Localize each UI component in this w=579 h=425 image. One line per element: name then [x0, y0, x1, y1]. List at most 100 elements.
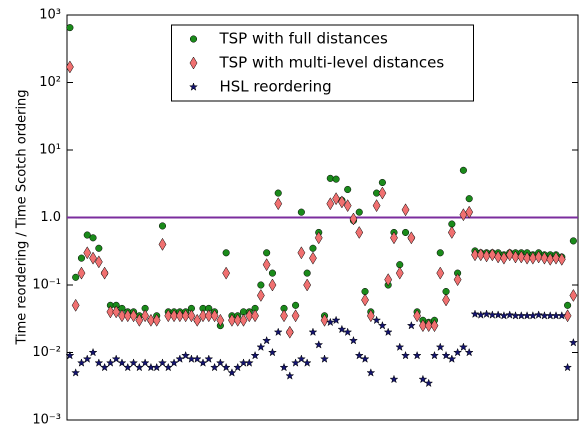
point: [228, 313, 236, 327]
point: [216, 313, 225, 327]
point: [528, 311, 538, 320]
point: [308, 327, 318, 337]
point: [389, 374, 399, 384]
point: [189, 35, 198, 43]
point: [447, 354, 457, 363]
point: [163, 362, 173, 372]
point: [464, 347, 474, 357]
point: [71, 298, 80, 312]
point: [105, 358, 115, 367]
point: [534, 310, 544, 319]
point: [82, 354, 92, 363]
point: [372, 315, 382, 325]
point: [540, 251, 549, 265]
point: [459, 208, 468, 222]
point: [169, 358, 179, 367]
point: [188, 82, 199, 91]
point: [189, 56, 198, 70]
point: [192, 354, 202, 363]
point: [493, 310, 503, 319]
y-tick-label: 10²: [39, 75, 61, 90]
point: [488, 248, 497, 262]
point: [348, 335, 358, 345]
point: [344, 185, 352, 194]
point: [424, 319, 433, 333]
point: [569, 288, 578, 302]
point: [453, 273, 462, 287]
point: [360, 354, 370, 363]
point: [181, 309, 190, 323]
point: [111, 354, 121, 363]
y-tick-label: 10⁻¹: [32, 278, 61, 293]
point: [233, 362, 243, 372]
point: [296, 354, 306, 363]
y-tick-label: 10⁻³: [32, 413, 61, 425]
point: [204, 354, 214, 363]
point: [77, 266, 86, 280]
point: [563, 309, 572, 323]
point: [487, 310, 497, 319]
point: [331, 315, 341, 325]
point: [458, 342, 468, 352]
point: [157, 358, 168, 367]
point: [146, 362, 156, 372]
point: [77, 254, 86, 262]
point: [262, 258, 271, 272]
point: [274, 189, 282, 197]
point: [210, 309, 219, 323]
point: [199, 309, 207, 323]
point: [129, 358, 139, 367]
point: [297, 246, 306, 260]
point: [436, 249, 444, 257]
point: [66, 60, 74, 74]
point: [257, 281, 265, 289]
point: [187, 309, 196, 323]
point: [412, 350, 422, 360]
point: [551, 311, 561, 320]
point: [314, 340, 324, 349]
point: [100, 362, 110, 372]
legend-label: TSP with full distances: [219, 30, 389, 48]
point: [545, 311, 555, 320]
point: [343, 199, 352, 213]
point: [94, 255, 103, 269]
point: [244, 358, 254, 367]
point: [141, 309, 150, 323]
point: [430, 319, 439, 333]
point: [117, 358, 127, 367]
point: [453, 347, 463, 357]
point: [482, 249, 491, 263]
point: [568, 337, 578, 347]
point: [436, 266, 445, 280]
point: [83, 231, 91, 239]
point: [175, 354, 185, 363]
point: [505, 248, 514, 262]
point: [442, 293, 450, 307]
point: [523, 251, 531, 265]
point: [238, 358, 249, 367]
point: [297, 208, 305, 216]
point: [118, 309, 126, 323]
point: [204, 309, 213, 323]
point: [406, 320, 416, 330]
point: [384, 273, 393, 287]
point: [429, 350, 440, 360]
point: [292, 301, 300, 309]
point: [517, 250, 526, 264]
point: [72, 273, 80, 281]
point: [89, 234, 97, 242]
point: [377, 320, 387, 330]
point: [355, 225, 364, 239]
point: [279, 362, 289, 372]
point: [390, 231, 398, 245]
point: [499, 311, 509, 320]
point: [303, 269, 311, 277]
point: [354, 350, 364, 360]
point: [505, 310, 515, 319]
y-tick-label: 10⁻²: [32, 345, 61, 360]
point: [435, 342, 445, 352]
point: [71, 368, 81, 377]
point: [395, 342, 405, 352]
point: [112, 305, 121, 319]
point: [309, 244, 317, 252]
